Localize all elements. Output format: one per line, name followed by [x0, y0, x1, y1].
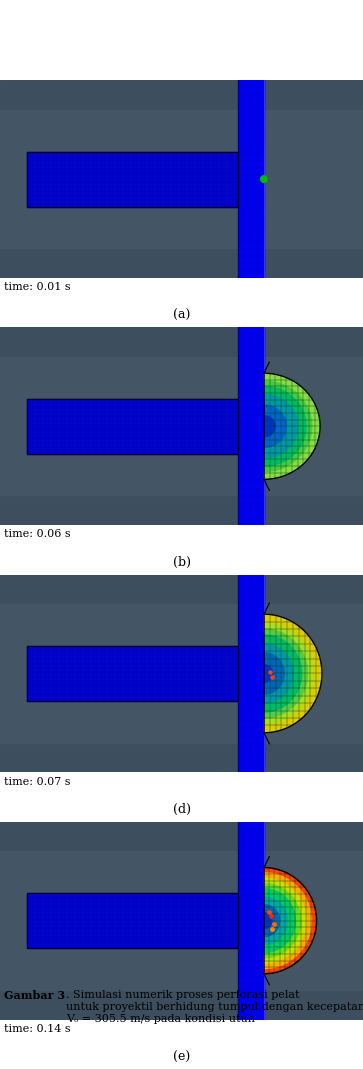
Bar	[238, 80, 264, 278]
Polygon shape	[264, 620, 316, 727]
Bar	[0, 851, 363, 990]
Bar	[27, 399, 238, 453]
Bar	[0, 604, 363, 743]
Polygon shape	[264, 892, 293, 950]
Polygon shape	[264, 626, 310, 721]
Polygon shape	[264, 888, 295, 952]
Text: time: 0.06 s: time: 0.06 s	[4, 529, 70, 540]
Polygon shape	[264, 410, 281, 443]
Polygon shape	[264, 617, 319, 730]
Polygon shape	[264, 647, 290, 700]
Polygon shape	[264, 405, 286, 448]
Polygon shape	[264, 635, 302, 712]
Polygon shape	[264, 623, 313, 724]
Polygon shape	[264, 400, 292, 453]
Polygon shape	[264, 421, 269, 432]
Polygon shape	[264, 655, 281, 692]
Polygon shape	[264, 870, 314, 971]
Text: (e): (e)	[173, 1051, 190, 1064]
Polygon shape	[264, 416, 275, 437]
Polygon shape	[264, 373, 320, 479]
Bar	[0, 357, 363, 496]
Polygon shape	[264, 632, 305, 715]
Polygon shape	[264, 384, 309, 468]
Polygon shape	[264, 902, 282, 940]
Polygon shape	[264, 918, 266, 924]
Polygon shape	[264, 908, 277, 934]
Polygon shape	[264, 873, 311, 969]
Polygon shape	[264, 638, 299, 709]
Polygon shape	[264, 670, 267, 677]
Polygon shape	[264, 376, 317, 477]
Circle shape	[261, 175, 267, 183]
Polygon shape	[264, 386, 306, 466]
Polygon shape	[264, 662, 276, 685]
Polygon shape	[264, 868, 317, 974]
Polygon shape	[264, 629, 307, 718]
Polygon shape	[264, 653, 284, 694]
Bar	[27, 894, 238, 948]
Text: (a): (a)	[173, 309, 190, 322]
Polygon shape	[264, 389, 303, 464]
Polygon shape	[264, 394, 298, 459]
Polygon shape	[264, 382, 312, 471]
Polygon shape	[264, 407, 284, 445]
Polygon shape	[264, 378, 314, 474]
Polygon shape	[264, 391, 301, 461]
Polygon shape	[264, 423, 267, 429]
Text: Gambar 3: Gambar 3	[4, 990, 65, 1002]
Bar	[27, 399, 238, 453]
Polygon shape	[264, 418, 272, 434]
Polygon shape	[264, 899, 285, 942]
Polygon shape	[264, 876, 309, 965]
Polygon shape	[264, 879, 306, 963]
Polygon shape	[264, 397, 295, 455]
Text: (d): (d)	[172, 804, 191, 817]
Bar	[0, 110, 363, 248]
Text: time: 0.01 s: time: 0.01 s	[4, 282, 70, 292]
Polygon shape	[264, 886, 298, 956]
Polygon shape	[264, 659, 278, 688]
Polygon shape	[264, 413, 278, 439]
Polygon shape	[264, 915, 269, 926]
Polygon shape	[264, 650, 287, 697]
Polygon shape	[264, 614, 322, 733]
Bar	[27, 152, 238, 206]
Text: (b): (b)	[172, 556, 191, 569]
Polygon shape	[264, 910, 274, 931]
Bar	[27, 646, 238, 701]
Bar	[27, 894, 238, 948]
Bar	[238, 327, 264, 525]
Text: . Simulasi numerik proses perforasi pelat 
untuk proyektil berhidung tumpul deng: . Simulasi numerik proses perforasi pela…	[66, 990, 363, 1024]
Text: time: 0.14 s: time: 0.14 s	[4, 1024, 70, 1034]
Polygon shape	[264, 883, 301, 958]
Polygon shape	[264, 894, 290, 947]
Text: time: 0.07 s: time: 0.07 s	[4, 776, 70, 787]
Polygon shape	[264, 640, 296, 707]
Bar	[27, 152, 238, 206]
Polygon shape	[264, 665, 273, 682]
Polygon shape	[264, 402, 289, 450]
Polygon shape	[264, 897, 287, 945]
Polygon shape	[264, 644, 293, 703]
Bar	[27, 646, 238, 701]
Bar	[238, 822, 264, 1020]
Polygon shape	[264, 667, 270, 680]
Bar	[238, 575, 264, 772]
Polygon shape	[264, 913, 272, 929]
Polygon shape	[264, 881, 303, 961]
Polygon shape	[264, 904, 280, 936]
